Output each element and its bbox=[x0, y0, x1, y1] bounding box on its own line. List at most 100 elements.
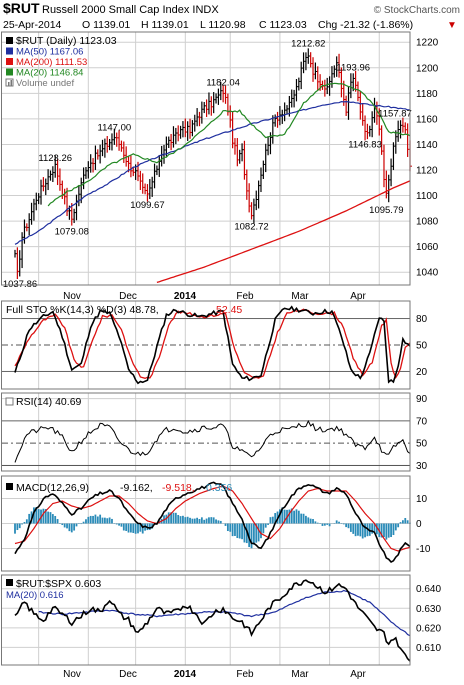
macd-histogram-bar bbox=[210, 517, 213, 524]
macd-histogram-bar bbox=[283, 509, 286, 524]
macd-histogram-bar bbox=[47, 511, 50, 524]
macd-histogram-bar bbox=[35, 507, 38, 524]
macd-histogram-bar bbox=[354, 523, 357, 537]
macd-histogram-bar bbox=[103, 517, 106, 524]
macd-histogram-bar bbox=[54, 515, 57, 524]
ratio-line bbox=[14, 579, 411, 662]
macd-histogram-bar bbox=[279, 509, 281, 524]
macd-histogram-bar bbox=[269, 517, 272, 524]
y-tick-label: 70 bbox=[416, 416, 428, 427]
legend-swatch bbox=[6, 58, 13, 65]
macd-histogram-bar bbox=[252, 523, 255, 545]
y-tick-label: 1220 bbox=[416, 38, 439, 49]
y-tick-label: 0.610 bbox=[416, 643, 441, 654]
macd-histogram-bar bbox=[231, 523, 234, 537]
price-legend-entry: Volume undef bbox=[16, 78, 74, 89]
price-legend-entry: MA(50) 1167.06 bbox=[16, 47, 83, 58]
macd-histogram-bar bbox=[345, 523, 348, 528]
macd-histogram-bar bbox=[290, 508, 293, 524]
macd-histogram-bar bbox=[404, 518, 407, 524]
x-axis-label: 2014 bbox=[174, 669, 197, 680]
panel-frame-macd bbox=[1, 475, 411, 572]
macd-histogram-bar bbox=[248, 523, 251, 548]
macd-histogram-bar bbox=[148, 523, 151, 530]
macd-histogram-bar bbox=[338, 521, 340, 524]
macd-histogram-value: 0.356 bbox=[206, 482, 232, 494]
macd-histogram-bar bbox=[394, 523, 397, 531]
macd-histogram-bar bbox=[219, 520, 222, 524]
header-change: Chg -21.32 (-1.86%) bbox=[318, 19, 413, 31]
macd-histogram-bar bbox=[234, 523, 236, 536]
macd-histogram-bar bbox=[368, 523, 371, 536]
macd-histogram-bar bbox=[37, 509, 40, 524]
macd-histogram-bar bbox=[312, 519, 314, 524]
macd-histogram-bar bbox=[205, 518, 208, 524]
grid-layer bbox=[2, 32, 410, 665]
macd-histogram-bar bbox=[82, 521, 85, 524]
macd-histogram-bar bbox=[293, 510, 296, 524]
macd-histogram-bar bbox=[243, 523, 246, 543]
price-annotation: 1079.08 bbox=[55, 226, 89, 237]
price-annotation: 1182.04 bbox=[206, 78, 240, 89]
macd-histogram-bar bbox=[127, 523, 130, 533]
macd-histogram-bar bbox=[177, 514, 180, 524]
legend-swatch bbox=[6, 68, 13, 76]
macd-histogram-bar bbox=[321, 523, 324, 526]
macd-histogram-bar bbox=[94, 514, 97, 524]
macd-histogram-bar bbox=[385, 523, 388, 540]
panel-frame-ratio bbox=[1, 574, 411, 666]
macd-histogram-bar bbox=[179, 516, 182, 524]
macd-histogram-bar bbox=[106, 518, 109, 524]
macd-histogram-bar bbox=[200, 517, 203, 524]
ma20-line bbox=[47, 82, 411, 207]
macd-histogram-bar bbox=[255, 523, 258, 543]
ma200-line bbox=[156, 180, 411, 284]
macd-histogram-bar bbox=[375, 523, 378, 535]
x-axis-label: Feb bbox=[236, 291, 254, 302]
macd-histogram-bar bbox=[125, 523, 128, 531]
macd-histogram-bar bbox=[392, 523, 395, 536]
macd-line bbox=[14, 481, 411, 563]
rsi-legend-swatch bbox=[5, 397, 14, 406]
macd-histogram-bar bbox=[108, 517, 111, 524]
macd-histogram-bar bbox=[141, 523, 144, 534]
macd-legend-swatch bbox=[6, 483, 13, 490]
macd-histogram-bar bbox=[33, 507, 35, 524]
watermark: © StockCharts.com bbox=[374, 5, 460, 16]
macd-histogram-bar bbox=[174, 512, 177, 524]
header-low: L 1120.98 bbox=[200, 19, 246, 31]
macd-histogram-bar bbox=[326, 523, 329, 525]
header-close: C 1123.03 bbox=[259, 19, 307, 31]
macd-histogram-bar bbox=[323, 523, 326, 526]
macd-histogram-bar bbox=[134, 523, 137, 534]
y-tick-label: 80 bbox=[416, 314, 428, 325]
macd-histogram-bar bbox=[182, 515, 184, 524]
macd-histogram-bar bbox=[342, 523, 345, 525]
macd-histogram-bar bbox=[21, 523, 23, 525]
macd-histogram-bar bbox=[406, 520, 409, 524]
macd-histogram-bar bbox=[212, 517, 215, 524]
macd-histogram-bar bbox=[129, 523, 132, 533]
x-axis-label: Mar bbox=[291, 291, 309, 302]
macd-histogram-bar bbox=[18, 523, 21, 529]
y-tick-label: 1060 bbox=[416, 242, 439, 253]
macd-histogram-bar bbox=[189, 517, 191, 524]
macd-histogram-bar bbox=[305, 515, 307, 524]
macd-histogram-bar bbox=[245, 523, 248, 544]
macd-histogram-bar bbox=[352, 523, 355, 534]
label-layer: Nov Dec 2014 Feb Mar Apr Nov Dec 2014 Feb Mar Apr 10… bbox=[3, 35, 442, 680]
y-tick-label: 1080 bbox=[416, 217, 439, 228]
panel-frame-rsi bbox=[1, 392, 411, 472]
x-axis-label: Dec bbox=[119, 291, 137, 302]
macd-signal-value: -9.518, bbox=[162, 482, 195, 494]
price-annotation: 1123.26 bbox=[38, 153, 72, 164]
macd-histogram-bar bbox=[49, 512, 52, 524]
macd-histogram-bar bbox=[359, 523, 362, 537]
ratio-ma-legend: MA(20) 0.616 bbox=[6, 590, 64, 601]
stoch-d-line bbox=[14, 308, 411, 379]
macd-histogram-bar bbox=[196, 517, 199, 524]
macd-histogram-bar bbox=[307, 517, 310, 524]
price-annotation: 1157.87 bbox=[378, 109, 412, 120]
macd-histogram-bar bbox=[14, 523, 16, 534]
